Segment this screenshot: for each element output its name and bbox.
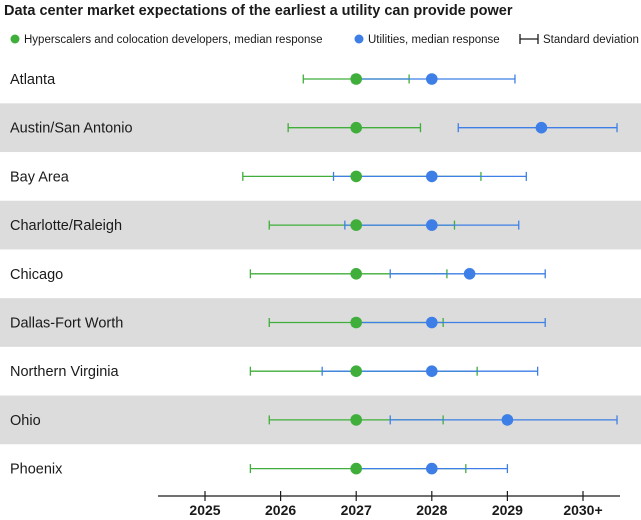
chart-title: Data center market expectations of the e… bbox=[4, 3, 513, 19]
row-label-atlanta: Atlanta bbox=[10, 72, 56, 88]
row-label-ohio: Ohio bbox=[10, 413, 41, 429]
row-label-phoenix: Phoenix bbox=[10, 462, 63, 478]
legend: Hyperscalers and colocation developers, … bbox=[10, 34, 639, 46]
row-label-bay-area: Bay Area bbox=[10, 169, 70, 185]
legend-std-dev-label: Standard deviation bbox=[543, 34, 639, 46]
utilities-median-phoenix bbox=[426, 462, 438, 475]
x-tick-label-2030: 2030+ bbox=[563, 502, 602, 518]
rows: Atlanta Austin/San Antonio Bay Area Charlot… bbox=[10, 72, 618, 478]
utilities-median-bay-area bbox=[426, 170, 438, 183]
utilities-median-dallas-fort-worth bbox=[426, 316, 438, 329]
hyperscalers-median-bay-area bbox=[350, 170, 363, 183]
row-label-dallas-fort-worth: Dallas-Fort Worth bbox=[10, 316, 123, 332]
row-label-northern-virginia: Northern Virginia bbox=[10, 364, 119, 380]
x-tick-label-2029: 2029 bbox=[492, 502, 523, 518]
row-northern-virginia: Northern Virginia bbox=[10, 364, 539, 380]
row-austin-san-antonio: Austin/San Antonio bbox=[10, 121, 618, 137]
x-tick-label-2028: 2028 bbox=[416, 502, 447, 518]
utilities-median-charlotte-raleigh bbox=[426, 219, 438, 231]
utilities-median-ohio bbox=[501, 414, 514, 426]
hyperscalers-median-northern-virginia bbox=[350, 365, 363, 378]
row-atlanta: Atlanta bbox=[10, 72, 516, 88]
row-dallas-fort-worth: Dallas-Fort Worth bbox=[10, 316, 546, 332]
x-tick-label-2027: 2027 bbox=[341, 502, 372, 518]
utilities-median-austin-san-antonio bbox=[535, 121, 548, 134]
utilities-median-chicago bbox=[463, 268, 476, 280]
row-bay-area: Bay Area bbox=[10, 169, 527, 185]
x-tick-label-2025: 2025 bbox=[189, 502, 220, 518]
row-ohio: Ohio bbox=[10, 413, 618, 429]
x-tick-label-2026: 2026 bbox=[265, 502, 296, 518]
hyperscalers-median-chicago bbox=[350, 268, 363, 280]
legend-hyperscalers-label: Hyperscalers and colocation developers, … bbox=[24, 34, 323, 46]
hyperscalers-median-dallas-fort-worth bbox=[350, 316, 363, 329]
row-chicago: Chicago bbox=[10, 267, 546, 283]
hyperscalers-median-atlanta bbox=[350, 73, 363, 85]
row-label-austin-san-antonio: Austin/San Antonio bbox=[10, 121, 133, 137]
row-label-charlotte-raleigh: Charlotte/Raleigh bbox=[10, 218, 122, 234]
row-charlotte-raleigh: Charlotte/Raleigh bbox=[10, 218, 520, 234]
utilities-median-atlanta bbox=[426, 73, 438, 85]
hyperscalers-median-charlotte-raleigh bbox=[350, 219, 363, 231]
legend-utilities-marker bbox=[354, 34, 364, 44]
row-label-chicago: Chicago bbox=[10, 267, 63, 283]
legend-utilities-label: Utilities, median response bbox=[368, 34, 500, 46]
row-phoenix: Phoenix bbox=[10, 462, 509, 478]
hyperscalers-median-austin-san-antonio bbox=[350, 121, 363, 134]
hyperscalers-median-ohio bbox=[350, 414, 363, 426]
hyperscalers-median-phoenix bbox=[350, 462, 363, 475]
legend-std-dev-marker bbox=[519, 34, 539, 44]
utilities-median-northern-virginia bbox=[426, 365, 438, 378]
legend-hyperscalers-marker bbox=[10, 34, 20, 44]
x-axis: 2025 2026 2027 2028 2029 2030+ bbox=[158, 491, 620, 518]
